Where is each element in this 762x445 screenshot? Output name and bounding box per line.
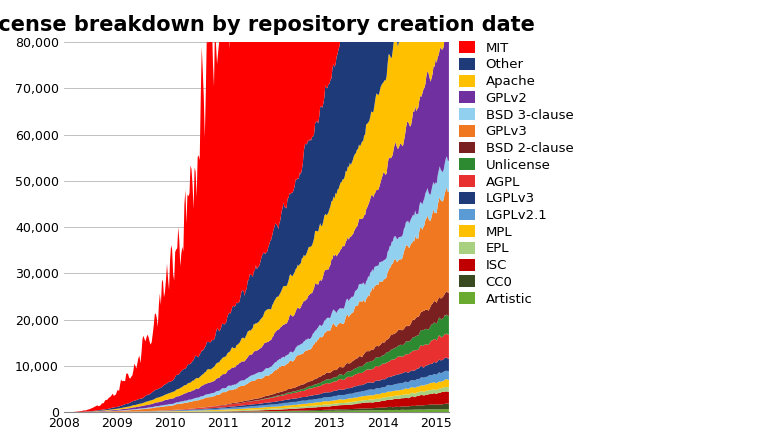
Title: License breakdown by repository creation date: License breakdown by repository creation…	[0, 15, 535, 35]
Legend: MIT, Other, Apache, GPLv2, BSD 3-clause, GPLv3, BSD 2-clause, Unlicense, AGPL, L: MIT, Other, Apache, GPLv2, BSD 3-clause,…	[459, 41, 574, 306]
